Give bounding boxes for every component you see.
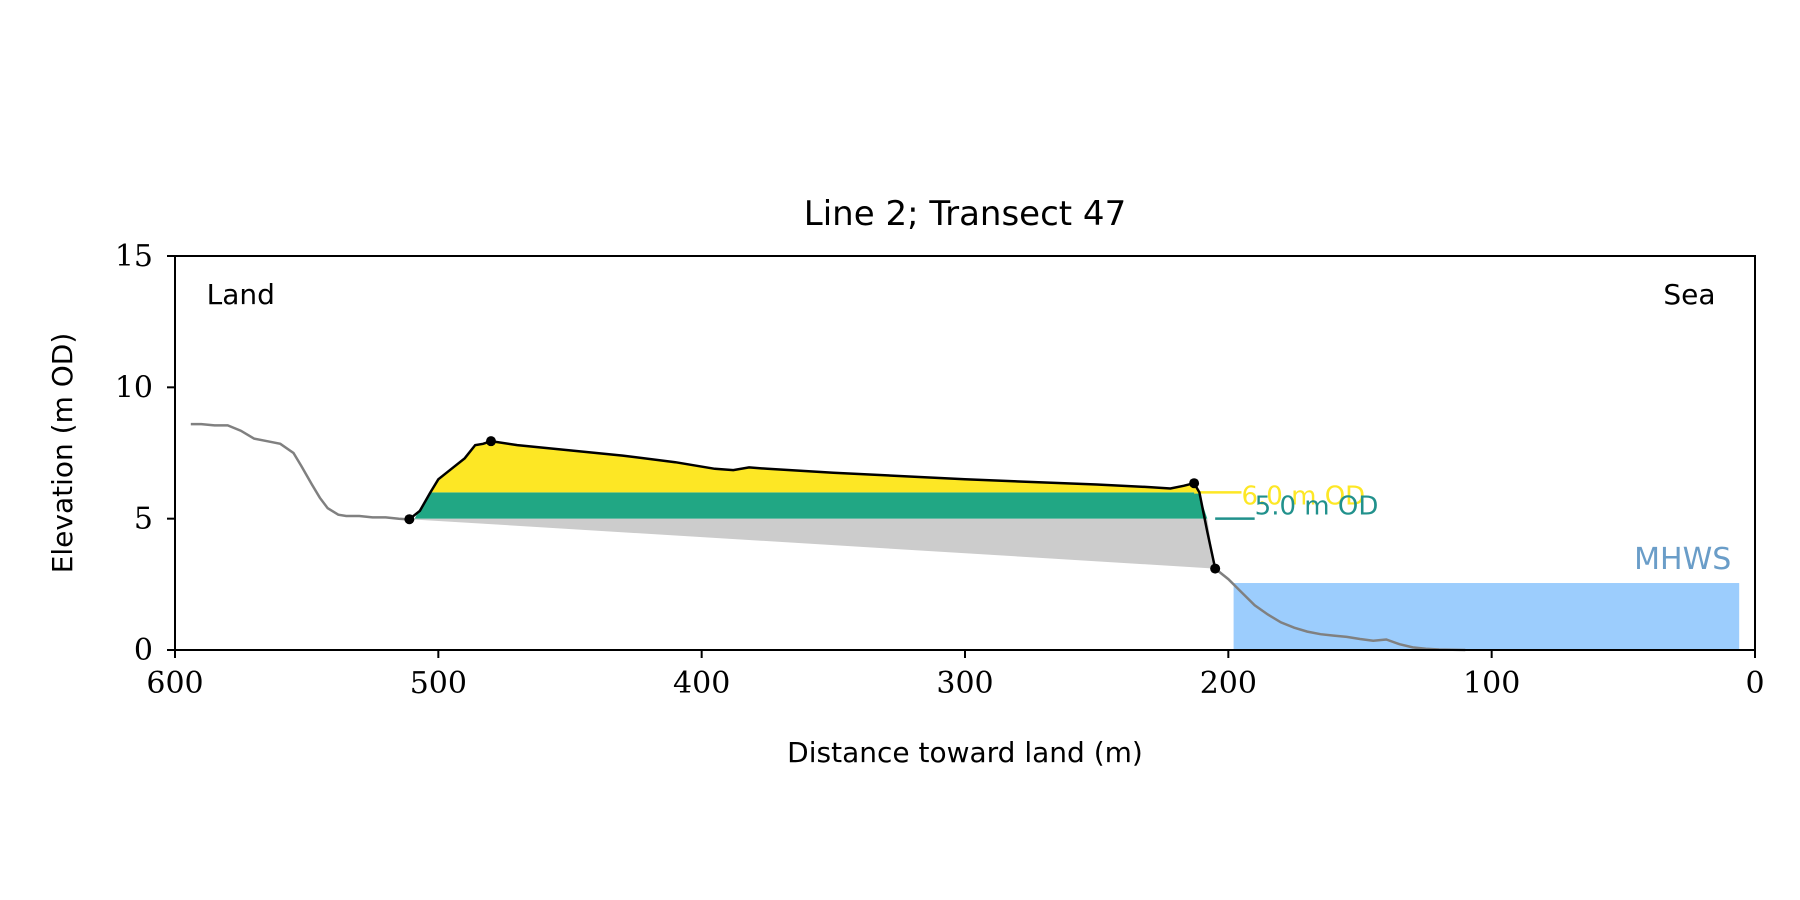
y-tick-label: 5 bbox=[134, 502, 153, 537]
landward-ground-line bbox=[190, 422, 407, 521]
key-point bbox=[1189, 478, 1200, 489]
x-axis-ticks: 600 500 400 300 200 100 0 bbox=[146, 650, 1765, 701]
plot-points bbox=[404, 436, 1221, 574]
key-point bbox=[404, 514, 415, 525]
x-tick-label: 0 bbox=[1745, 666, 1764, 701]
plot-lines bbox=[190, 422, 1466, 652]
land-annotation: Land bbox=[207, 278, 275, 311]
level-6m-annotation: 6.0 m OD bbox=[1242, 481, 1366, 511]
y-tick-label: 10 bbox=[115, 370, 153, 405]
y-tick-label: 0 bbox=[134, 633, 153, 668]
dune-profile-line bbox=[408, 439, 1217, 569]
mhws-annotation: MHWS bbox=[1634, 542, 1731, 577]
y-axis-label: Elevation (m OD) bbox=[46, 333, 79, 574]
sea-annotation: Sea bbox=[1663, 278, 1715, 311]
seaward-ground-line bbox=[1214, 567, 1466, 652]
y-tick-label: 15 bbox=[115, 239, 153, 274]
x-tick-label: 200 bbox=[1200, 666, 1257, 701]
key-point bbox=[486, 436, 496, 447]
fill-below-5m bbox=[409, 518, 1216, 569]
x-tick-label: 300 bbox=[936, 666, 993, 701]
y-axis-ticks: 0 5 10 15 bbox=[115, 239, 175, 668]
x-tick-label: 100 bbox=[1463, 666, 1520, 701]
fill-above-6m bbox=[429, 441, 1199, 493]
x-tick-label: 600 bbox=[146, 666, 203, 701]
chart-title: Line 2; Transect 47 bbox=[804, 194, 1126, 234]
x-tick-label: 500 bbox=[410, 666, 467, 701]
x-axis-label: Distance toward land (m) bbox=[787, 736, 1143, 769]
mhws-area bbox=[1233, 583, 1740, 650]
level-5m-annotation: 5.0 m OD bbox=[1255, 492, 1379, 522]
x-tick-label: 400 bbox=[673, 666, 730, 701]
key-point bbox=[1210, 563, 1221, 574]
fill-5m-to-6m bbox=[414, 492, 1208, 519]
plot-fills bbox=[409, 441, 1740, 650]
